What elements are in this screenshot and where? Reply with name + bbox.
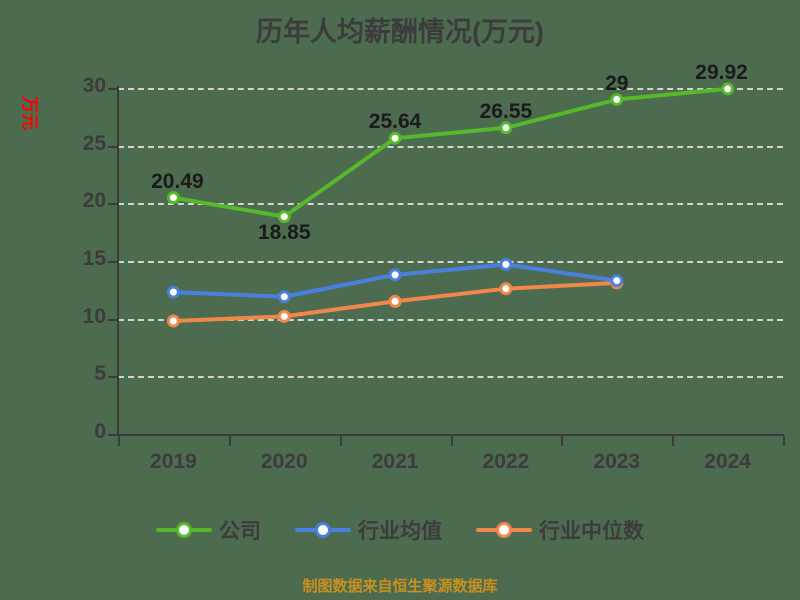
legend-label: 行业中位数: [539, 520, 644, 543]
legend-item[interactable]: 公司: [156, 515, 261, 545]
y-axis-tick-mark: [108, 318, 118, 321]
x-axis-tick-label: 2023: [593, 450, 641, 473]
gridline: [118, 376, 783, 379]
y-axis-tick-label: 5: [94, 362, 106, 386]
x-axis-tick-mark: [118, 436, 120, 446]
data-point-label: 29.92: [695, 60, 748, 84]
x-axis-tick-label: 2019: [150, 450, 197, 473]
y-axis-tick-label: 10: [82, 304, 106, 328]
x-axis-tick-mark: [561, 436, 564, 446]
legend-item[interactable]: 行业均值: [295, 515, 442, 545]
footer-note: 制图数据来自恒生聚源数据库: [302, 578, 498, 595]
y-axis-tick-label: 15: [82, 247, 106, 270]
y-axis-tick-mark: [108, 145, 118, 148]
data-point-label: 26.55: [479, 99, 533, 123]
series-marker[interactable]: [166, 191, 180, 205]
legend-swatch-icon: [476, 518, 532, 542]
series-marker[interactable]: [388, 294, 402, 308]
gridline: [118, 88, 783, 90]
series-marker[interactable]: [388, 268, 402, 282]
gridline: [118, 203, 783, 206]
x-axis-tick-mark: [672, 436, 675, 446]
data-point-label: 20.49: [151, 169, 204, 193]
x-axis-tick-label: 2022: [482, 450, 530, 473]
legend-item[interactable]: 行业中位数: [476, 515, 644, 545]
series-marker[interactable]: [499, 257, 513, 271]
legend: 公司 行业均值 行业中位数: [0, 515, 800, 545]
y-axis-tick-label: 20: [82, 189, 106, 213]
data-point-label: 18.85: [257, 220, 311, 244]
series-marker[interactable]: [388, 131, 402, 145]
x-axis-line: [117, 434, 784, 436]
y-axis-tick-mark: [108, 376, 118, 379]
series-marker[interactable]: [277, 210, 291, 224]
series-marker[interactable]: [721, 82, 735, 96]
y-axis-tick-label: 30: [82, 74, 106, 97]
series-marker[interactable]: [166, 285, 180, 299]
series-marker[interactable]: [499, 121, 513, 135]
series-line: [171, 86, 730, 219]
x-axis-tick-label: 2020: [260, 450, 308, 473]
y-axis-tick-label: 25: [82, 131, 106, 155]
series-marker[interactable]: [277, 309, 291, 323]
gridline: [118, 145, 783, 148]
series-marker[interactable]: [166, 314, 180, 328]
y-axis-tick-label: 0: [94, 420, 106, 443]
y-axis-tick-mark: [108, 203, 118, 206]
data-point-label: 29: [605, 71, 629, 95]
legend-swatch-icon: [156, 518, 212, 542]
data-point-label: 25.64: [368, 110, 422, 134]
x-axis-tick-label: 2021: [371, 450, 419, 473]
legend-label: 公司: [219, 520, 261, 543]
gridline: [118, 261, 783, 263]
gridline: [118, 318, 783, 321]
legend-label: 行业均值: [358, 520, 442, 543]
series-marker[interactable]: [499, 282, 513, 296]
legend-swatch-icon: [295, 518, 351, 542]
x-axis-tick-label: 2024: [704, 450, 751, 473]
y-axis-tick-mark: [108, 434, 118, 436]
y-axis-tick-mark: [108, 88, 118, 90]
y-axis-line: [117, 86, 119, 436]
x-axis-tick-mark: [228, 436, 231, 446]
chart-title: 历年人均薪酬情况(万元): [256, 17, 544, 47]
x-axis-tick-mark: [783, 436, 785, 446]
x-axis-tick-mark: [450, 436, 453, 446]
x-axis-tick-mark: [339, 436, 342, 446]
series-marker[interactable]: [610, 274, 624, 288]
series-marker[interactable]: [277, 290, 291, 304]
series-marker[interactable]: [610, 93, 624, 107]
y-axis-tick-mark: [108, 261, 118, 263]
